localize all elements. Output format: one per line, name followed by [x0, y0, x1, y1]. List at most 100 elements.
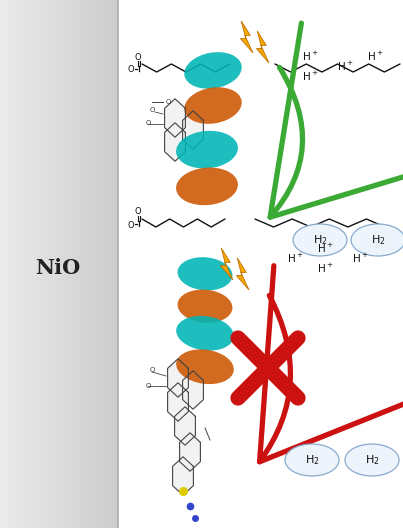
Polygon shape: [237, 258, 249, 290]
Bar: [102, 0, 104, 528]
Text: H$^+$: H$^+$: [287, 251, 303, 265]
Bar: [79, 0, 81, 528]
Bar: [31, 0, 33, 528]
Bar: [10, 0, 12, 528]
Ellipse shape: [176, 167, 238, 205]
Ellipse shape: [178, 289, 233, 323]
Bar: [53, 0, 55, 528]
Ellipse shape: [176, 131, 238, 168]
Bar: [25, 0, 27, 528]
Text: H$^+$: H$^+$: [317, 241, 333, 254]
Bar: [85, 0, 87, 528]
Polygon shape: [183, 111, 204, 149]
Bar: [106, 0, 108, 528]
Bar: [61, 0, 63, 528]
Ellipse shape: [285, 444, 339, 476]
Ellipse shape: [293, 224, 347, 256]
Text: H$^+$: H$^+$: [337, 60, 353, 72]
Bar: [33, 0, 35, 528]
Polygon shape: [172, 457, 193, 495]
Bar: [100, 0, 102, 528]
Text: O: O: [145, 383, 151, 389]
Polygon shape: [220, 248, 233, 280]
FancyArrowPatch shape: [260, 266, 403, 462]
Bar: [43, 0, 45, 528]
Bar: [92, 0, 94, 528]
Text: O: O: [150, 107, 155, 113]
Bar: [112, 0, 114, 528]
Text: O: O: [128, 221, 134, 230]
Bar: [83, 0, 85, 528]
Bar: [69, 0, 71, 528]
Ellipse shape: [176, 316, 234, 351]
Ellipse shape: [176, 350, 234, 384]
Ellipse shape: [184, 87, 242, 124]
Text: NiO: NiO: [35, 258, 81, 278]
Bar: [49, 0, 51, 528]
Bar: [6, 0, 8, 528]
Bar: [63, 0, 65, 528]
Polygon shape: [164, 99, 185, 137]
Bar: [45, 0, 47, 528]
Bar: [22, 0, 24, 528]
Text: O: O: [135, 208, 141, 216]
Bar: [29, 0, 31, 528]
Bar: [94, 0, 96, 528]
Bar: [114, 0, 116, 528]
Polygon shape: [168, 383, 188, 421]
Ellipse shape: [178, 257, 233, 290]
Polygon shape: [241, 21, 253, 53]
Text: O: O: [128, 65, 134, 74]
Ellipse shape: [184, 52, 242, 89]
Bar: [39, 0, 41, 528]
Bar: [81, 0, 83, 528]
Text: O: O: [135, 52, 141, 61]
Bar: [67, 0, 69, 528]
Bar: [16, 0, 18, 528]
Text: H$_2$: H$_2$: [365, 453, 379, 467]
Ellipse shape: [351, 224, 403, 256]
Polygon shape: [164, 123, 185, 161]
Polygon shape: [168, 359, 188, 397]
Text: O: O: [165, 99, 171, 105]
Bar: [116, 0, 118, 528]
Text: H$_2$: H$_2$: [305, 453, 319, 467]
Bar: [87, 0, 89, 528]
Bar: [108, 0, 110, 528]
Text: H$^+$: H$^+$: [367, 50, 383, 62]
Text: H$^+$: H$^+$: [317, 261, 333, 275]
Bar: [71, 0, 73, 528]
Bar: [51, 0, 53, 528]
Bar: [18, 0, 20, 528]
Bar: [20, 0, 22, 528]
Bar: [110, 0, 112, 528]
Text: H$_2$: H$_2$: [313, 233, 327, 247]
Polygon shape: [174, 407, 195, 445]
Bar: [96, 0, 98, 528]
Bar: [27, 0, 29, 528]
Bar: [75, 0, 77, 528]
Bar: [98, 0, 100, 528]
Bar: [65, 0, 67, 528]
Bar: [90, 0, 92, 528]
Bar: [59, 0, 61, 528]
Bar: [24, 0, 25, 528]
Bar: [77, 0, 79, 528]
Bar: [8, 0, 10, 528]
Bar: [89, 0, 90, 528]
Bar: [14, 0, 16, 528]
Text: O: O: [150, 367, 155, 373]
Bar: [41, 0, 43, 528]
Bar: [2, 0, 4, 528]
Bar: [12, 0, 14, 528]
Ellipse shape: [345, 444, 399, 476]
Text: H$^+$: H$^+$: [302, 70, 318, 82]
Bar: [73, 0, 75, 528]
Text: H$^+$: H$^+$: [352, 251, 368, 265]
Bar: [37, 0, 39, 528]
Bar: [47, 0, 49, 528]
Bar: [104, 0, 106, 528]
Bar: [4, 0, 6, 528]
Polygon shape: [183, 371, 204, 409]
Polygon shape: [256, 31, 269, 63]
